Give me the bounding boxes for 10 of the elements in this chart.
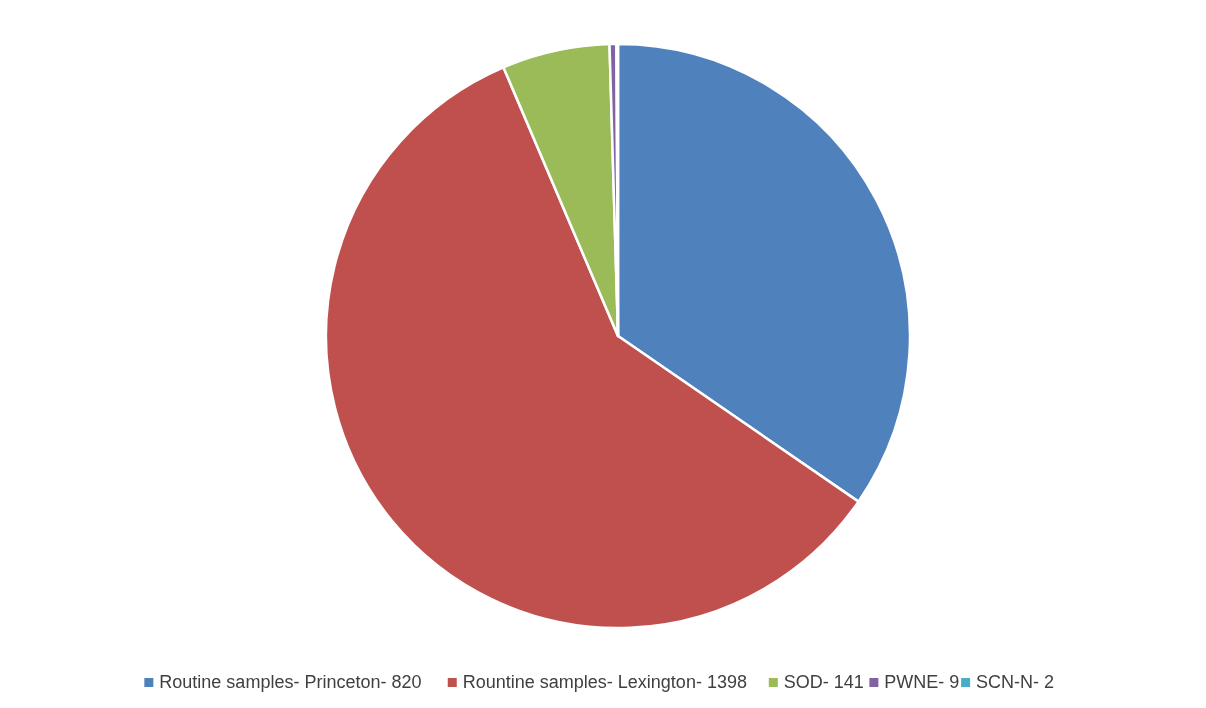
data-label: 2 <box>1044 672 1055 692</box>
legend-label: Rountine samples- Lexington- <box>462 672 702 692</box>
legend-label: SCN-N- <box>976 672 1040 692</box>
legend-label: PWNE- <box>884 672 945 692</box>
legend-label: Routine samples- Princeton- <box>159 672 387 692</box>
data-label: 1398 <box>706 672 747 692</box>
data-label: 820 <box>391 672 422 692</box>
data-label: 141 <box>833 672 864 692</box>
data-label: 9 <box>949 672 960 692</box>
legend-label: SOD- <box>783 672 829 692</box>
